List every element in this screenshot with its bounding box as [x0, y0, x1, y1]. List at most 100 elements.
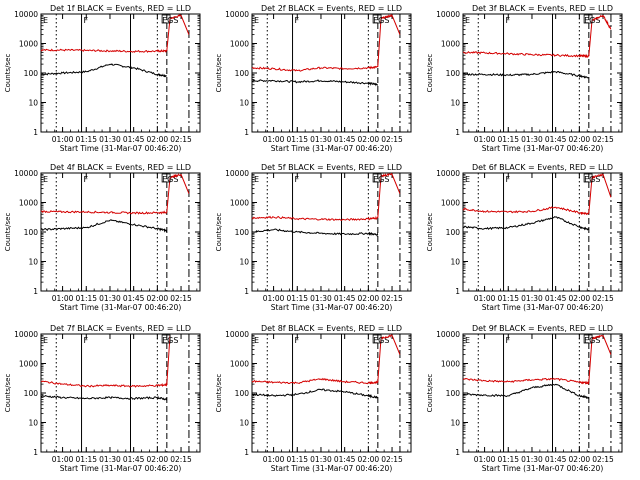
- y-tick-label: 100: [24, 389, 39, 398]
- egs-box-marker: [583, 173, 593, 183]
- x-tick-label: 01:00: [474, 294, 496, 303]
- y-tick-label: 100: [446, 389, 461, 398]
- egs-box-marker: [372, 334, 382, 344]
- x-axis-label: Start Time (31-Mar-07 00:46:20): [271, 144, 393, 153]
- region-label-f: F: [295, 175, 300, 184]
- x-tick-label: 01:45: [123, 455, 145, 464]
- y-tick-label: 10000: [436, 330, 460, 339]
- region-label-f: F: [506, 16, 511, 25]
- series-line-events: [462, 383, 590, 399]
- x-tick-label: 01:15: [75, 455, 97, 464]
- y-tick-label: 10: [450, 99, 460, 108]
- plot-frame: [251, 333, 412, 453]
- series-line-events: [251, 79, 379, 87]
- x-tick-label: 01:15: [497, 294, 519, 303]
- y-tick-label: 1000: [441, 40, 460, 49]
- region-label-e: E: [254, 175, 259, 184]
- egs-box-marker: [372, 173, 382, 183]
- y-tick-label: 100: [235, 69, 250, 78]
- x-tick-label: 02:15: [170, 455, 192, 464]
- region-label-e: E: [465, 16, 470, 25]
- x-tick-label: 01:45: [123, 294, 145, 303]
- y-tick-label: 1000: [19, 40, 38, 49]
- y-tick-label: 10000: [436, 10, 460, 19]
- y-tick-label: 10000: [225, 330, 249, 339]
- series-line-events: [41, 63, 167, 78]
- x-tick-label: 01:30: [521, 455, 543, 464]
- x-tick-label: 02:15: [381, 135, 403, 144]
- x-tick-label: 02:15: [592, 135, 614, 144]
- series-line-lld: [40, 173, 190, 215]
- x-tick-label: 01:45: [545, 455, 567, 464]
- y-tick-label: 100: [24, 228, 39, 237]
- x-axis-label: Start Time (31-Mar-07 00:46:20): [271, 303, 393, 312]
- x-tick-label: 02:00: [569, 455, 591, 464]
- y-tick-label: 100: [24, 69, 39, 78]
- y-axis-label: Counts/sec: [426, 54, 434, 93]
- x-axis-label: Start Time (31-Mar-07 00:46:20): [60, 303, 182, 312]
- series-line-lld: [40, 14, 190, 53]
- y-axis-label: Counts/sec: [4, 213, 12, 252]
- panel-title: Det 2f BLACK = Events, RED = LLD: [261, 4, 402, 13]
- x-axis-label: Start Time (31-Mar-07 00:46:20): [482, 144, 604, 153]
- x-tick-label: 01:00: [263, 455, 285, 464]
- chart-panel-1: 1 10 100 1000 10000 01:00 01:15 01:30 01:45 02:00…: [4, 4, 201, 153]
- chart-panel-7: 1 10 100 1000 10000 01:00 01:15 01:30 01:45 02:00…: [4, 324, 201, 473]
- y-tick-label: 1000: [230, 199, 249, 208]
- x-tick-label: 02:15: [592, 455, 614, 464]
- x-tick-label: 01:00: [263, 294, 285, 303]
- region-label-e: E: [43, 336, 48, 345]
- chart-panel-8: 1 10 100 1000 10000 01:00 01:15 01:30 01:45 02:00…: [215, 324, 412, 473]
- x-tick-label: 01:30: [310, 294, 332, 303]
- panel-title: Det 1f BLACK = Events, RED = LLD: [50, 4, 191, 13]
- chart-panel-6: 1 10 100 1000 10000 01:00 01:15 01:30 01:45 02:00…: [426, 163, 623, 312]
- series-line-lld: [462, 14, 612, 58]
- series-line-lld: [251, 172, 401, 222]
- y-tick-label: 10000: [14, 330, 38, 339]
- chart-panel-9: 1 10 100 1000 10000 01:00 01:15 01:30 01:45 02:00…: [426, 324, 623, 473]
- x-tick-label: 01:45: [545, 135, 567, 144]
- series-line-events: [251, 388, 379, 399]
- y-tick-label: 100: [235, 228, 250, 237]
- y-tick-label: 1: [244, 128, 249, 137]
- x-tick-label: 01:45: [545, 294, 567, 303]
- egs-box-marker: [161, 173, 171, 183]
- region-label-f: F: [84, 336, 89, 345]
- egs-box-marker: [161, 14, 171, 24]
- y-tick-label: 10000: [225, 10, 249, 19]
- y-tick-label: 10: [450, 419, 460, 428]
- x-tick-label: 01:15: [286, 294, 308, 303]
- y-tick-label: 1: [244, 287, 249, 296]
- x-tick-label: 01:45: [123, 135, 145, 144]
- y-tick-label: 100: [235, 389, 250, 398]
- y-tick-label: 1: [455, 448, 460, 457]
- y-tick-label: 1000: [19, 199, 38, 208]
- series-line-events: [462, 70, 590, 79]
- chart-panel-4: 1 10 100 1000 10000 01:00 01:15 01:30 01:45 02:00…: [4, 163, 201, 312]
- y-tick-label: 10: [450, 258, 460, 267]
- x-axis-label: Start Time (31-Mar-07 00:46:20): [60, 144, 182, 153]
- y-tick-label: 10: [28, 258, 38, 267]
- region-label-e: E: [254, 336, 259, 345]
- x-tick-label: 02:00: [358, 135, 380, 144]
- egs-box-marker: [583, 334, 593, 344]
- x-tick-label: 01:15: [286, 455, 308, 464]
- y-tick-label: 1: [33, 128, 38, 137]
- y-tick-label: 1000: [441, 360, 460, 369]
- y-tick-label: 1000: [441, 199, 460, 208]
- x-tick-label: 01:00: [52, 294, 74, 303]
- x-tick-label: 01:30: [521, 294, 543, 303]
- x-tick-label: 01:15: [75, 294, 97, 303]
- y-tick-label: 1000: [230, 40, 249, 49]
- y-tick-label: 10000: [14, 169, 38, 178]
- y-tick-label: 1: [244, 448, 249, 457]
- plot-frame: [40, 333, 201, 453]
- series-line-lld: [40, 335, 171, 388]
- x-tick-label: 01:30: [310, 135, 332, 144]
- plot-frame: [40, 172, 201, 292]
- x-tick-label: 02:00: [358, 294, 380, 303]
- x-tick-label: 01:45: [334, 294, 356, 303]
- x-tick-label: 01:30: [99, 135, 121, 144]
- plot-frame: [251, 13, 412, 133]
- series-line-events: [40, 219, 168, 233]
